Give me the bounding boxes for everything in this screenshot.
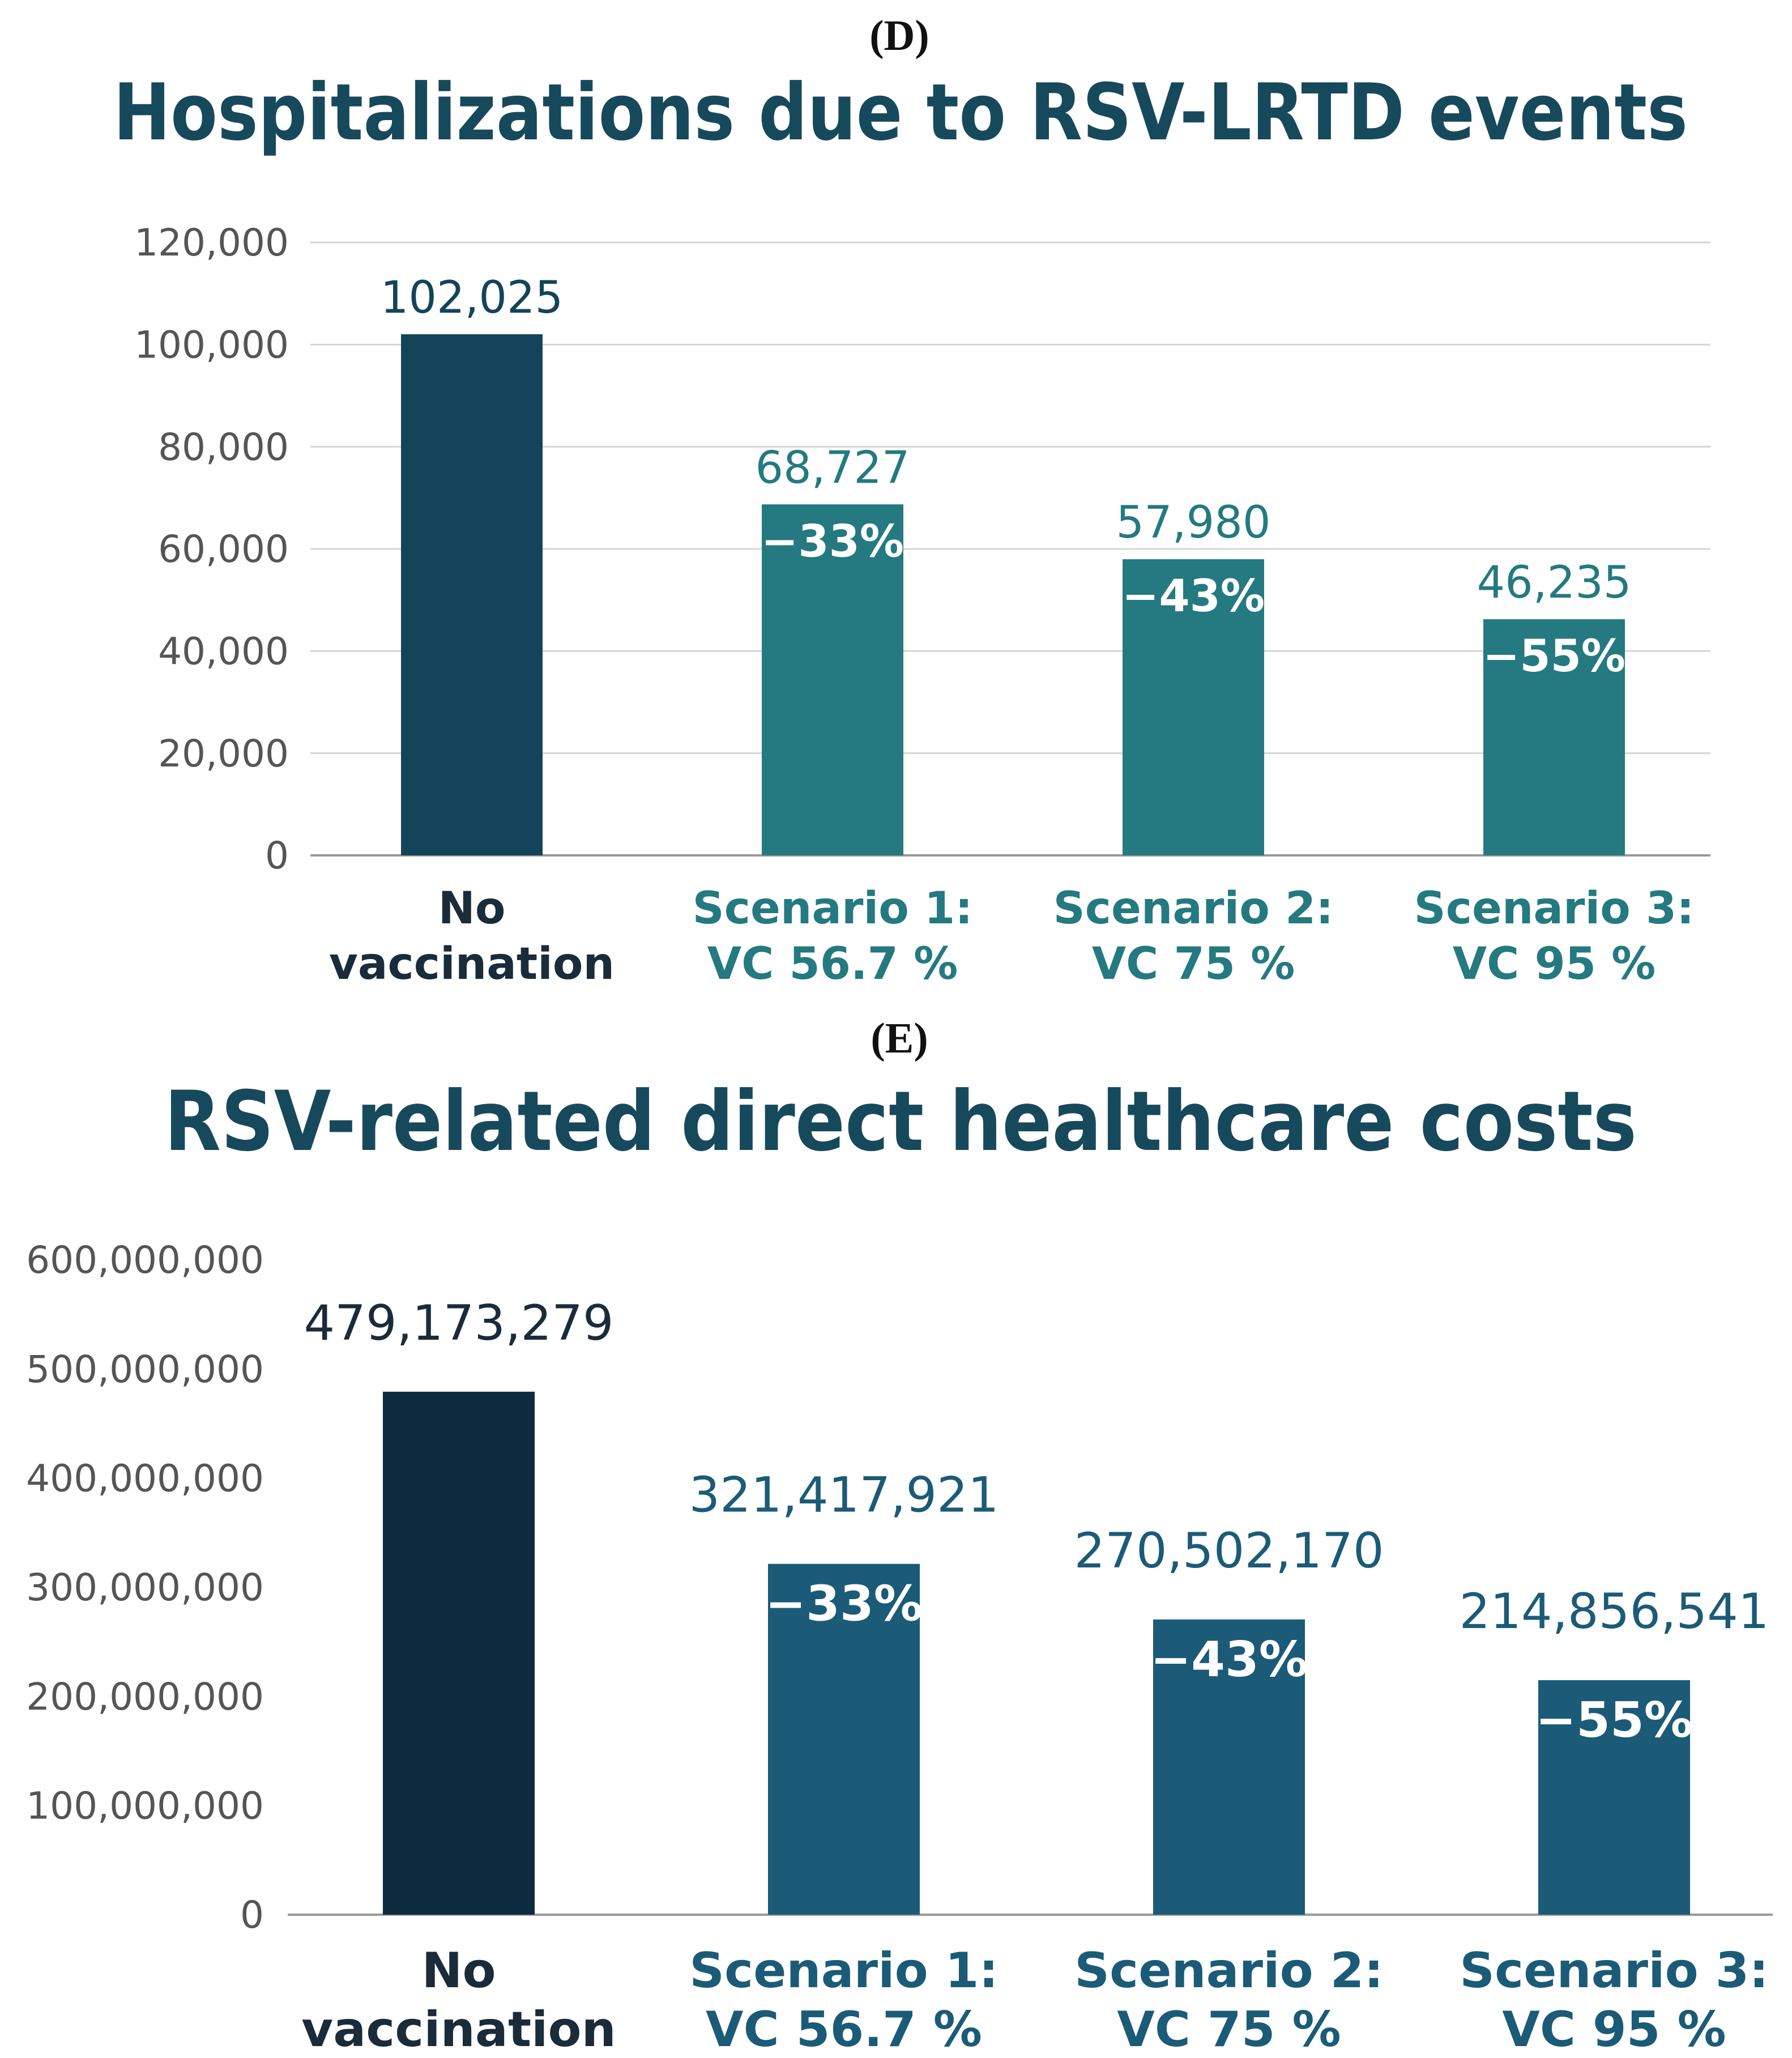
category-label: VC 56.7 % (707, 939, 958, 990)
panel-d-title: Hospitalizations due to RSV-LRTD events (113, 67, 1688, 158)
category-label: VC 75 % (1117, 2001, 1341, 2058)
bar (762, 504, 903, 855)
category-label: VC 95 % (1453, 939, 1656, 990)
data-label: 270,502,170 (1074, 1523, 1384, 1579)
bar (1123, 559, 1264, 855)
category-label: Scenario 3: (1460, 1942, 1769, 1999)
y-tick-label: 400,000,000 (26, 1456, 264, 1500)
change-label: −33% (761, 516, 904, 567)
y-tick-label: 100,000 (134, 323, 289, 367)
data-label: 68,727 (756, 442, 910, 493)
data-label: 46,235 (1477, 557, 1632, 608)
category-label: No (438, 883, 506, 934)
y-tick-label: 100,000,000 (26, 1784, 264, 1827)
panel-e-title: RSV-related direct healthcare costs (164, 1073, 1637, 1170)
data-label: 321,417,921 (689, 1467, 999, 1524)
data-label: 102,025 (381, 272, 564, 323)
category-label: Scenario 1: (693, 883, 973, 934)
data-label: 57,980 (1116, 497, 1271, 548)
category-label: VC 95 % (1502, 2001, 1726, 2058)
y-tick-label: 20,000 (158, 732, 289, 776)
bar (768, 1563, 920, 1915)
bar (401, 334, 543, 855)
category-label: VC 75 % (1092, 939, 1295, 990)
category-label: No (421, 1942, 496, 1999)
y-tick-label: 600,000,000 (26, 1238, 264, 1282)
y-tick-label: 200,000,000 (26, 1675, 264, 1719)
data-label: 479,173,279 (304, 1295, 613, 1352)
category-label: vaccination (329, 939, 615, 990)
y-tick-label: 0 (240, 1893, 264, 1937)
change-label: −33% (765, 1576, 923, 1633)
y-tick-label: 500,000,000 (26, 1348, 264, 1391)
change-label: −55% (1535, 1692, 1693, 1749)
y-tick-label: 80,000 (158, 425, 289, 469)
panel-d-hospitalizations: (D) Hospitalizations due to RSV-LRTD eve… (113, 12, 1710, 990)
category-label: VC 56.7 % (706, 2001, 982, 2058)
panel-e-label: (E) (871, 1015, 928, 1062)
change-label: −43% (1150, 1631, 1308, 1688)
change-label: −43% (1122, 571, 1265, 622)
y-tick-label: 0 (265, 834, 289, 877)
y-tick-label: 120,000 (134, 221, 289, 265)
change-label: −55% (1483, 631, 1625, 682)
bar (1483, 619, 1625, 855)
panel-d-label: (D) (869, 12, 929, 59)
category-label: Scenario 3: (1414, 883, 1695, 934)
panel-e-costs: (E) RSV-related direct healthcare costs … (26, 1015, 1773, 2058)
category-label: Scenario 2: (1053, 883, 1334, 934)
bar (1153, 1619, 1305, 1915)
y-tick-label: 300,000,000 (26, 1566, 264, 1609)
y-tick-label: 60,000 (158, 527, 289, 571)
bar (383, 1391, 535, 1915)
category-label: vaccination (301, 2001, 616, 2058)
bar (1538, 1680, 1690, 1915)
category-label: Scenario 1: (689, 1942, 999, 1999)
y-tick-label: 40,000 (158, 629, 289, 673)
data-label: 214,856,541 (1459, 1583, 1769, 1640)
category-label: Scenario 2: (1074, 1942, 1384, 1999)
